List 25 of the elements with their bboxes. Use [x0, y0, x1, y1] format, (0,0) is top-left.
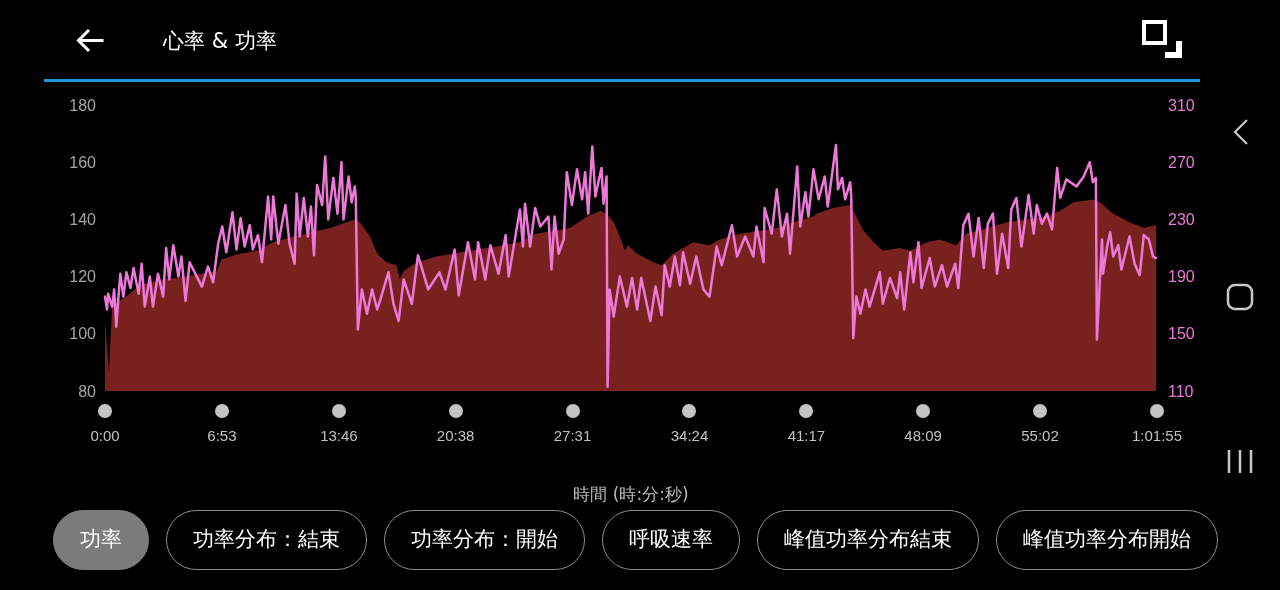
x-tick-label: 1:01:55: [1131, 427, 1183, 444]
y2-tick-label: 230: [1168, 210, 1195, 228]
x-axis-title: 時間 (時:分:秒): [573, 483, 689, 504]
line-series: [103, 143, 1158, 388]
x-tick-label: 55:02: [1021, 427, 1059, 444]
y2-tick-label: 270: [1168, 153, 1195, 171]
x-tick-label: 48:09: [904, 427, 942, 444]
y2-tick-label: 310: [1168, 96, 1195, 114]
y-tick-label: 80: [78, 382, 97, 400]
x-tick-label: 34:24: [670, 427, 709, 444]
y-tick-label: 180: [69, 96, 97, 114]
y2-tick-label: 110: [1168, 382, 1194, 400]
x-tick-label: 41:17: [787, 427, 826, 444]
y2-tick-label: 150: [1168, 325, 1195, 343]
chart-title: 心率 & 功率: [163, 28, 277, 54]
y-tick-label: 100: [69, 325, 97, 343]
y-tick-label: 140: [69, 210, 97, 228]
y-tick-label: 160: [69, 153, 97, 171]
y-tick-label: 120: [69, 268, 97, 286]
x-tick-label: 20:38: [436, 427, 475, 444]
x-tick-label: 27:31: [553, 427, 592, 444]
x-tick-label: 6:53: [207, 427, 237, 444]
y2-tick-label: 190: [1168, 268, 1195, 286]
x-tick-label: 13:46: [320, 427, 358, 444]
x-tick-label: 0:00: [90, 427, 120, 444]
